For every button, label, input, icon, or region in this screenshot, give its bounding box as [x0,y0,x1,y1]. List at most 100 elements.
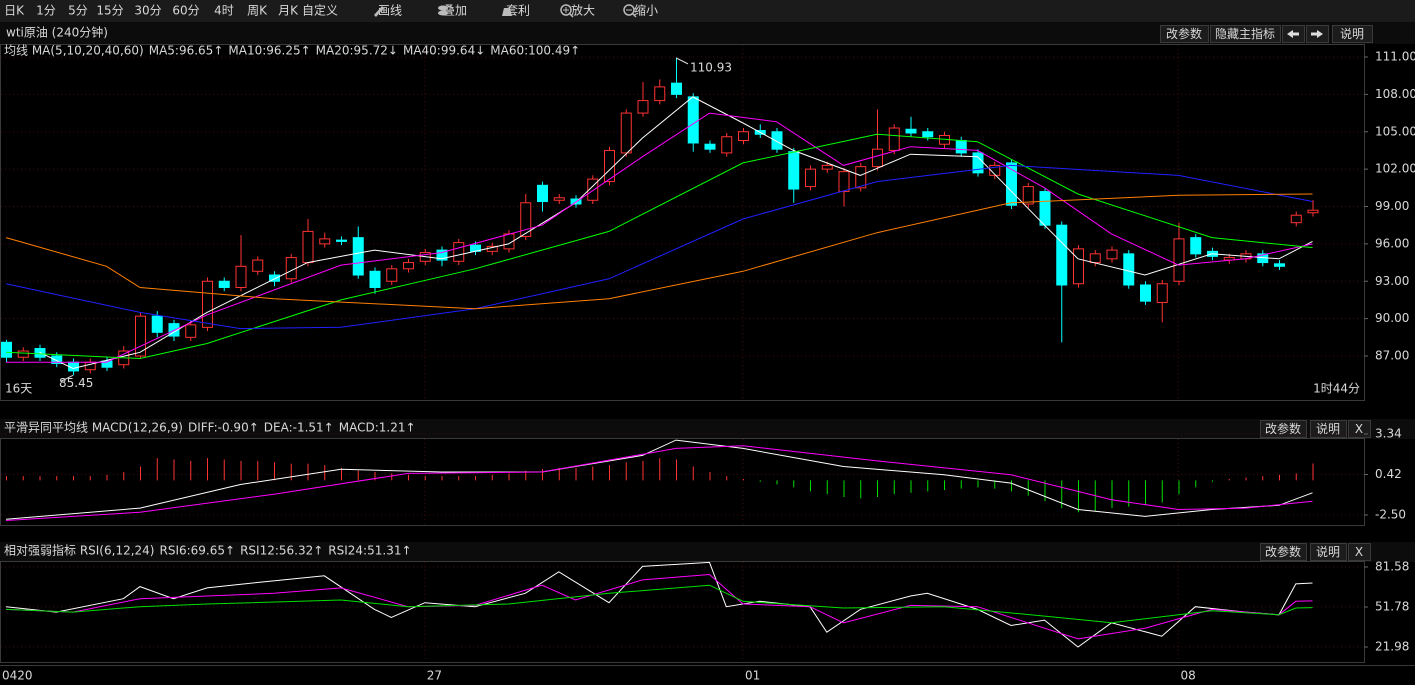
bar-count: 16天 [5,382,32,396]
toolbar-item[interactable]: 画线 [378,4,402,18]
button-label[interactable]: X [1355,422,1363,436]
candle-body [821,164,833,170]
legend-item: 相对强弱指标 RSI(6,12,24) [4,543,154,558]
button[interactable]: 说明 [1332,25,1373,43]
plot [1,57,1319,376]
button-frame[interactable] [1348,543,1371,561]
button-label[interactable]: 说明 [1316,544,1340,559]
candle-body [855,166,867,189]
button-label[interactable]: 改参数 [1265,421,1301,436]
indicator-line [6,112,1313,363]
toolbar-item[interactable]: 1分 [36,4,56,18]
toolbar-item[interactable]: 30分 [134,4,161,18]
macd-panel [0,438,1365,526]
zoom-icon [623,4,635,16]
candle-body [1156,283,1168,303]
instrument-title: wti原油 (240分钟) [6,25,108,40]
toolbar-item[interactable]: 周K [247,4,268,18]
button-label[interactable]: 隐藏主指标 [1215,26,1275,41]
button-label[interactable]: 说明 [1316,421,1340,436]
toolbar-item[interactable]: 5分 [68,4,88,18]
rsi-header [0,542,1415,562]
candle-body [1274,263,1285,267]
button-frame[interactable] [1160,25,1209,43]
candle-body [51,355,63,364]
button[interactable]: X [1348,543,1371,561]
candle-body [168,323,180,337]
toolbar-item[interactable]: 月K [278,4,299,18]
button-label[interactable]: 改参数 [1166,26,1202,41]
button[interactable] [1306,25,1329,43]
button-frame[interactable] [1210,25,1281,43]
button-label[interactable]: 改参数 [1265,544,1301,559]
rsi-panel [0,561,1365,663]
candle-body [1073,248,1084,285]
candle-body [252,259,264,272]
legend-item: MA40:99.64↓ [403,44,485,58]
candle-body [1006,162,1017,206]
candle-body [1022,186,1034,205]
y-tick-label: 21.98 [1375,640,1409,654]
toolbar-item[interactable]: 60分 [172,4,199,18]
candle-body [671,82,682,95]
legend-item: DEA:-1.51↑ [264,421,334,435]
candle-body [637,100,649,114]
button[interactable]: 改参数 [1260,543,1307,561]
toolbar-item[interactable]: 叠加 [443,4,467,18]
toolbar-item[interactable]: 缩小 [634,3,658,18]
toolbar-item[interactable]: 15分 [96,4,123,18]
candle-body [905,128,917,134]
button-label[interactable]: 说明 [1340,26,1364,41]
candle-body [537,184,548,203]
button[interactable] [1282,25,1305,43]
y-tick-label: 111.00 [1375,50,1415,64]
button[interactable]: X [1348,420,1371,438]
time-left: 1时44分 [1313,382,1360,396]
candle-body [1173,238,1185,282]
candle-body [135,315,146,357]
candle-body [302,230,314,264]
button[interactable]: 说明 [1310,420,1347,438]
arrow-right[interactable] [1311,30,1323,38]
button[interactable]: 改参数 [1260,420,1307,438]
button[interactable]: 改参数 [1160,25,1209,43]
button[interactable]: 隐藏主指标 [1210,25,1281,43]
candle-body [352,237,364,276]
button-frame[interactable] [1332,25,1373,43]
button-frame[interactable] [1260,543,1307,561]
candle-body [620,112,632,154]
indicator-line [5,439,1313,520]
y-tick-label: 87.00 [1375,349,1409,363]
legend-item: RSI12:56.32↑ [240,544,323,558]
low-label: 85.45 [59,376,93,390]
candle-body [17,350,29,358]
candle-body [721,136,733,154]
legend-item: MA10:96.25↑ [228,44,310,58]
toolbar-item[interactable]: 4时 [214,4,234,18]
candle-body [1290,214,1302,224]
button-frame[interactable] [1310,420,1347,438]
button-frame[interactable] [1310,543,1347,561]
candle-body [101,360,113,368]
toolbar-item[interactable]: 自定义 [302,3,338,18]
button[interactable]: 说明 [1310,543,1347,561]
button-frame[interactable] [1260,420,1307,438]
candle-body [1089,253,1101,264]
overlay-icon [438,5,448,11]
button-frame[interactable] [1348,420,1371,438]
overlay-icon [438,10,448,16]
candle-body [805,168,816,188]
toolbar-item[interactable]: 放大 [571,3,595,18]
candle-body [872,148,883,168]
candle-body [1307,209,1319,214]
date-label: 08 [1181,669,1196,683]
indicator-line [5,133,1313,360]
title-bar [0,22,1415,44]
button-label[interactable]: X [1355,545,1363,559]
candle-body [453,242,465,262]
candle-body [838,171,850,193]
toolbar-item[interactable]: 日K [4,4,25,18]
arrow-left[interactable] [1287,30,1299,38]
toolbar-item[interactable]: 套利 [506,4,530,18]
candle-body [1123,253,1135,286]
